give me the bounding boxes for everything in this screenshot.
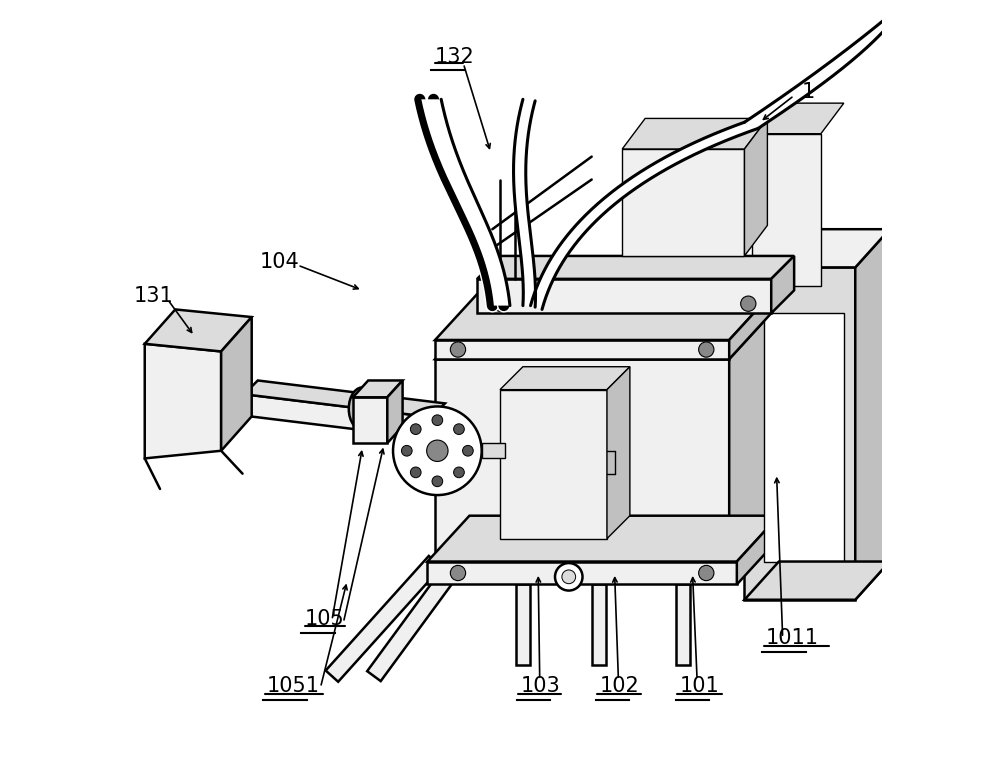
Polygon shape — [744, 562, 890, 600]
Polygon shape — [244, 380, 445, 417]
Circle shape — [699, 342, 714, 358]
Polygon shape — [482, 443, 505, 458]
Polygon shape — [622, 118, 767, 149]
Text: 101: 101 — [680, 676, 719, 696]
Circle shape — [741, 296, 756, 312]
Polygon shape — [420, 99, 510, 306]
Circle shape — [432, 476, 443, 487]
Circle shape — [410, 467, 421, 478]
Polygon shape — [514, 99, 536, 307]
Polygon shape — [531, 122, 758, 309]
Circle shape — [450, 565, 466, 581]
Polygon shape — [516, 584, 530, 665]
Polygon shape — [435, 359, 729, 562]
Polygon shape — [622, 149, 744, 256]
Polygon shape — [607, 367, 630, 539]
Polygon shape — [855, 229, 890, 600]
Polygon shape — [744, 15, 890, 128]
Text: 104: 104 — [259, 252, 299, 272]
Circle shape — [450, 342, 466, 358]
Polygon shape — [427, 516, 779, 562]
Polygon shape — [771, 256, 794, 313]
Polygon shape — [326, 556, 441, 681]
Polygon shape — [435, 294, 771, 340]
Circle shape — [432, 415, 443, 426]
Text: 103: 103 — [521, 676, 560, 696]
Circle shape — [410, 424, 421, 435]
Polygon shape — [349, 387, 376, 430]
Polygon shape — [387, 380, 403, 443]
Polygon shape — [477, 279, 771, 313]
Polygon shape — [370, 387, 398, 430]
Text: 131: 131 — [133, 286, 173, 306]
Polygon shape — [221, 317, 252, 451]
Circle shape — [562, 570, 576, 584]
Polygon shape — [500, 390, 607, 539]
Circle shape — [555, 563, 583, 591]
Polygon shape — [752, 134, 821, 286]
Circle shape — [401, 445, 412, 456]
Polygon shape — [435, 313, 771, 359]
Polygon shape — [744, 118, 767, 256]
Text: 105: 105 — [305, 609, 345, 629]
Circle shape — [393, 406, 482, 495]
Circle shape — [454, 467, 464, 478]
Polygon shape — [592, 584, 606, 665]
Text: 132: 132 — [435, 47, 475, 66]
Polygon shape — [244, 394, 431, 439]
Polygon shape — [744, 267, 855, 600]
Polygon shape — [353, 380, 403, 397]
Polygon shape — [477, 256, 794, 279]
Polygon shape — [764, 313, 844, 562]
Polygon shape — [353, 397, 387, 443]
Polygon shape — [744, 229, 890, 267]
Circle shape — [492, 296, 508, 312]
Polygon shape — [737, 516, 779, 584]
Polygon shape — [752, 103, 844, 134]
Polygon shape — [729, 294, 771, 359]
Circle shape — [427, 440, 448, 461]
Circle shape — [454, 424, 464, 435]
Circle shape — [699, 565, 714, 581]
Polygon shape — [435, 340, 729, 359]
Polygon shape — [676, 584, 690, 665]
Polygon shape — [729, 313, 771, 562]
Polygon shape — [427, 562, 737, 584]
Polygon shape — [145, 344, 221, 458]
Polygon shape — [145, 309, 252, 351]
Polygon shape — [367, 556, 465, 681]
Polygon shape — [500, 367, 630, 390]
Circle shape — [463, 445, 473, 456]
Text: 102: 102 — [599, 676, 639, 696]
Text: 1: 1 — [802, 82, 815, 102]
Text: 1051: 1051 — [267, 676, 320, 696]
Text: 1011: 1011 — [766, 628, 819, 648]
